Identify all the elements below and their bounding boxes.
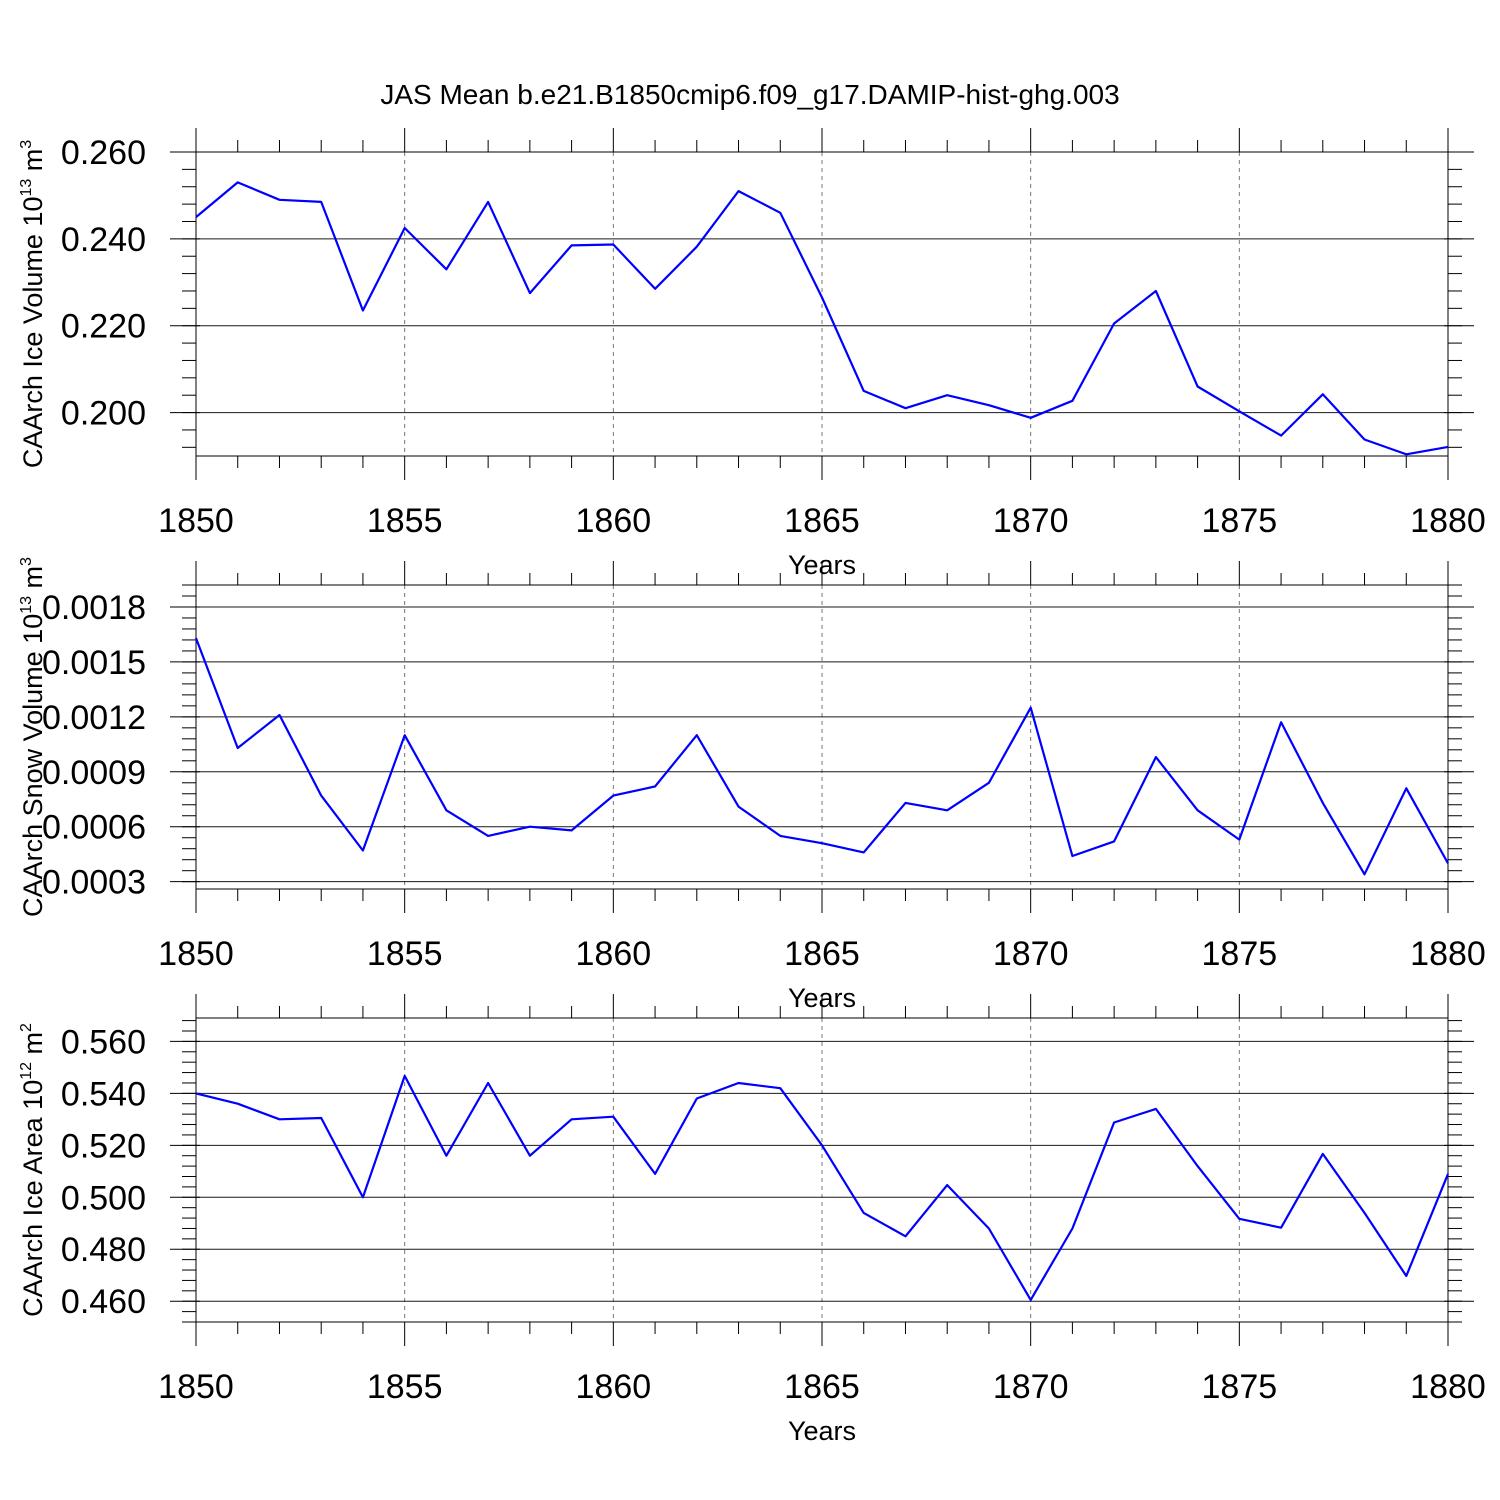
y-tick-label: 0.260 [61,134,146,172]
x-tick-label: 1850 [158,1368,234,1406]
y-tick-label: 0.500 [61,1179,146,1217]
x-tick-label: 1875 [1202,935,1278,973]
x-tick-label: 1850 [158,935,234,973]
y-tick-label: 0.480 [61,1231,146,1269]
plot-frame [195,1017,1449,1323]
y-tick-label: 0.520 [61,1127,146,1165]
panel-1: 0.200 0.220 0.240 0.260 1850 1855 1860 1865 1870… [18,128,1486,580]
x-tick-label: 1855 [367,935,443,973]
y-tick-label: 0.200 [61,395,146,433]
x-tick-label: 1880 [1410,502,1486,540]
y-axis-label: CAArch Ice Area 1012 m2 [18,1023,48,1317]
plot-frame [195,584,1449,890]
x-tick-label: 1875 [1202,502,1278,540]
y-tick-label: 0.540 [61,1075,146,1113]
x-tick-label: 1865 [784,502,860,540]
x-tick-label: 1870 [993,502,1069,540]
y-tick-label: 0.0009 [42,754,146,792]
y-tick-label: 0.0006 [42,809,146,847]
y-tick-label: 0.0012 [42,699,146,737]
x-axis-label: Years [788,1416,856,1446]
y-tick-label: 0.240 [61,221,146,259]
y-tick-label: 0.220 [61,308,146,346]
plot-frame [195,151,1449,457]
series-line [195,181,1449,456]
x-tick-label: 1860 [576,935,652,973]
x-tick-label: 1855 [367,1368,443,1406]
series-line [194,637,1449,876]
x-tick-label: 1870 [993,1368,1069,1406]
x-tick-label: 1855 [367,502,443,540]
series-line [195,1074,1450,1302]
x-tick-label: 1865 [784,1368,860,1406]
panel-3: 0.460 0.480 0.500 0.520 0.540 0.560 1850 1855 18… [18,994,1486,1446]
x-tick-label: 1865 [784,935,860,973]
y-tick-label: 0.0003 [42,864,146,902]
y-tick-label: 0.460 [61,1283,146,1321]
chart-title: JAS Mean b.e21.B1850cmip6.f09_g17.DAMIP-… [380,79,1119,110]
x-tick-label: 1870 [993,935,1069,973]
x-tick-label: 1880 [1410,935,1486,973]
x-tick-label: 1875 [1202,1368,1278,1406]
y-axis-label: CAArch Snow Volume 1013 m3 [18,557,48,917]
panel-2: 0.0003 0.0006 0.0009 0.0012 0.0015 0.0018 1850… [18,557,1486,1013]
y-axis-label: CAArch Ice Volume 1013 m3 [18,140,48,468]
x-tick-label: 1860 [576,502,652,540]
y-tick-label: 0.0015 [42,644,146,682]
x-tick-label: 1860 [576,1368,652,1406]
y-tick-label: 0.560 [61,1023,146,1061]
x-tick-label: 1850 [158,502,234,540]
y-tick-label: 0.0018 [42,589,146,627]
x-tick-label: 1880 [1410,1368,1486,1406]
